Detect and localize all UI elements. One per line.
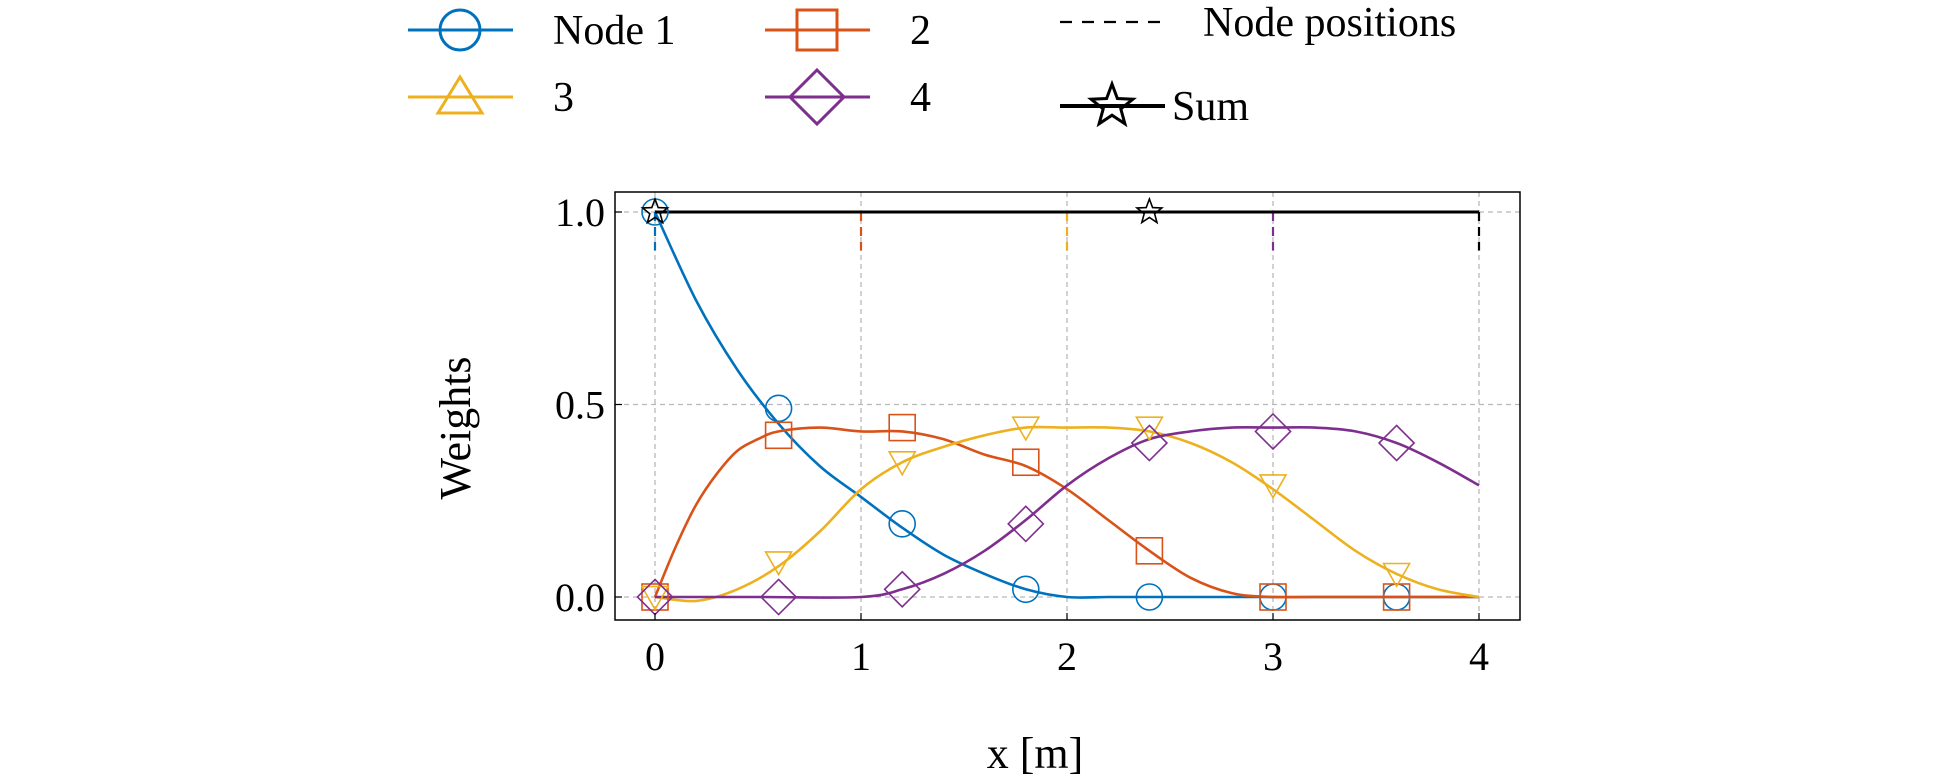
x-tick-label: 2 — [1057, 634, 1077, 679]
series-markers — [636, 196, 1416, 616]
legend-label: 2 — [910, 8, 931, 54]
x-tick-label: 3 — [1263, 634, 1283, 679]
marker-node2 — [1011, 448, 1040, 477]
marker-node1 — [1135, 583, 1164, 611]
marker-node3 — [887, 451, 917, 477]
series-lines — [653, 210, 1480, 603]
marker-node3 — [1382, 562, 1411, 588]
legend-item-node4: 4 — [765, 67, 931, 127]
x-tick-label: 4 — [1469, 634, 1489, 679]
y-tick-label: 1.0 — [555, 190, 605, 235]
x-tick-label: 1 — [851, 634, 871, 679]
marker-node3 — [1258, 474, 1288, 500]
marker-node4 — [1377, 424, 1416, 462]
marker-node4 — [1130, 424, 1169, 462]
legend-label: 4 — [910, 75, 931, 121]
marker-node3 — [764, 551, 793, 577]
marker-node2 — [1382, 583, 1411, 611]
x-tick-label: 0 — [645, 634, 665, 679]
marker-node1 — [764, 394, 793, 423]
legend: Node 1 2 Node positions 3 4 Sum — [408, 0, 1456, 130]
legend-item-node2: 2 — [765, 8, 931, 54]
legend-swatch-marker — [438, 8, 482, 52]
legend-swatch-marker — [435, 74, 485, 115]
marker-node2 — [888, 413, 917, 442]
marker-node1 — [1012, 575, 1040, 604]
marker-node3 — [1011, 416, 1041, 442]
marker-node1 — [888, 510, 917, 538]
x-axis-ticks: 0 1 2 3 4 — [645, 613, 1489, 679]
legend-label: Node 1 — [553, 8, 675, 54]
y-axis-label: Weights — [431, 356, 480, 499]
legend-item-node3: 3 — [408, 74, 574, 121]
marker-node3 — [640, 585, 670, 611]
line-node3 — [654, 425, 1480, 603]
line-node2 — [653, 426, 1479, 599]
legend-swatch-marker — [795, 8, 839, 52]
grid-lines — [615, 192, 1520, 620]
legend-item-sum: Sum — [1060, 79, 1249, 130]
marker-node3 — [1135, 416, 1164, 442]
line-node4 — [654, 426, 1480, 599]
y-tick-label: 0.0 — [555, 575, 605, 620]
legend-item-node_positions: Node positions — [1060, 0, 1456, 46]
marker-node2 — [1259, 583, 1287, 611]
marker-node2 — [1135, 536, 1164, 565]
y-tick-label: 0.5 — [555, 383, 605, 428]
marker-node4 — [1254, 412, 1292, 451]
marker-sum — [1134, 196, 1164, 225]
y-axis-ticks: 0.0 0.5 1.0 — [555, 190, 622, 620]
marker-node4 — [883, 570, 921, 608]
node-position-markers — [653, 212, 1481, 251]
x-axis-label: x [m] — [987, 729, 1084, 777]
marker-node4 — [1007, 505, 1045, 543]
legend-item-node1: Node 1 — [408, 8, 675, 54]
legend-swatch-marker — [1087, 79, 1137, 128]
legend-swatch-marker — [787, 67, 847, 127]
marker-node2 — [764, 421, 793, 450]
legend-label: Sum — [1172, 84, 1249, 130]
legend-label: 3 — [553, 75, 574, 121]
legend-label: Node positions — [1203, 0, 1456, 46]
marker-sum — [640, 196, 670, 225]
marker-node4 — [759, 578, 798, 616]
